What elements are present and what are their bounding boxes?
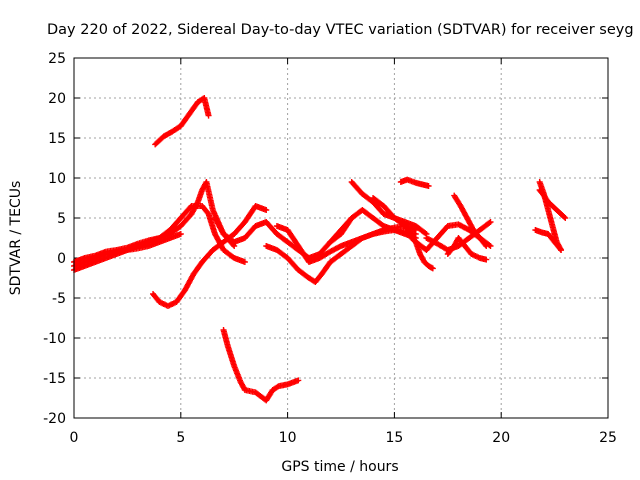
x-axis-label: GPS time / hours bbox=[281, 459, 398, 475]
data-point bbox=[274, 383, 281, 390]
data-point bbox=[425, 183, 432, 189]
series-arc13 bbox=[397, 176, 432, 189]
series-arc20 bbox=[532, 227, 565, 253]
x-tick-label: 0 bbox=[70, 430, 79, 446]
data-point bbox=[558, 247, 565, 253]
y-tick-label: 10 bbox=[48, 171, 66, 187]
series-arc15 bbox=[423, 219, 494, 253]
x-tick-labels: 0 5 10 15 20 25 bbox=[70, 430, 617, 446]
data-point bbox=[205, 112, 212, 119]
x-tick-label: 25 bbox=[599, 430, 617, 446]
y-tick-label: 0 bbox=[57, 251, 66, 267]
data-point bbox=[429, 265, 436, 272]
x-tick-label: 20 bbox=[492, 430, 510, 446]
y-tick-labels: -20 -15 -10 -5 0 5 10 15 20 25 bbox=[43, 51, 66, 427]
data-point bbox=[486, 219, 493, 226]
data-point bbox=[241, 259, 248, 265]
data-point bbox=[295, 377, 302, 384]
y-tick-label: 5 bbox=[57, 211, 66, 227]
series-arc17 bbox=[451, 192, 490, 249]
series-arc4 bbox=[152, 95, 212, 148]
y-tick-label: -10 bbox=[43, 331, 66, 347]
y-tick-label: -20 bbox=[43, 411, 66, 427]
y-tick-label: -15 bbox=[43, 371, 66, 387]
series-arc16 bbox=[444, 235, 490, 263]
data-point bbox=[422, 230, 429, 237]
data-points bbox=[71, 95, 569, 404]
data-point bbox=[562, 215, 569, 221]
plot-border bbox=[73, 57, 609, 419]
series-arc3 bbox=[71, 231, 184, 269]
y-tick-label: 15 bbox=[48, 131, 66, 147]
series-arc19 bbox=[536, 187, 569, 221]
data-point bbox=[483, 243, 490, 249]
data-point bbox=[482, 241, 489, 248]
x-tick-label: 15 bbox=[385, 430, 403, 446]
data-point bbox=[177, 231, 184, 237]
y-axis-label: SDTVAR / TECUs bbox=[8, 181, 24, 296]
x-tick-label: 10 bbox=[279, 430, 297, 446]
data-point bbox=[483, 256, 490, 263]
data-point bbox=[487, 219, 494, 225]
data-point bbox=[263, 207, 270, 213]
x-tick-label: 5 bbox=[176, 430, 185, 446]
grid-lines bbox=[74, 58, 608, 418]
y-tick-label: -5 bbox=[52, 291, 66, 307]
data-point bbox=[557, 245, 564, 252]
y-tick-label: 25 bbox=[48, 51, 66, 67]
series-arc7 bbox=[220, 327, 302, 404]
chart-title: Day 220 of 2022, Sidereal Day-to-day VTE… bbox=[47, 22, 634, 38]
series-arc10 bbox=[327, 207, 419, 245]
y-tick-label: 20 bbox=[48, 91, 66, 107]
data-point bbox=[561, 214, 568, 220]
